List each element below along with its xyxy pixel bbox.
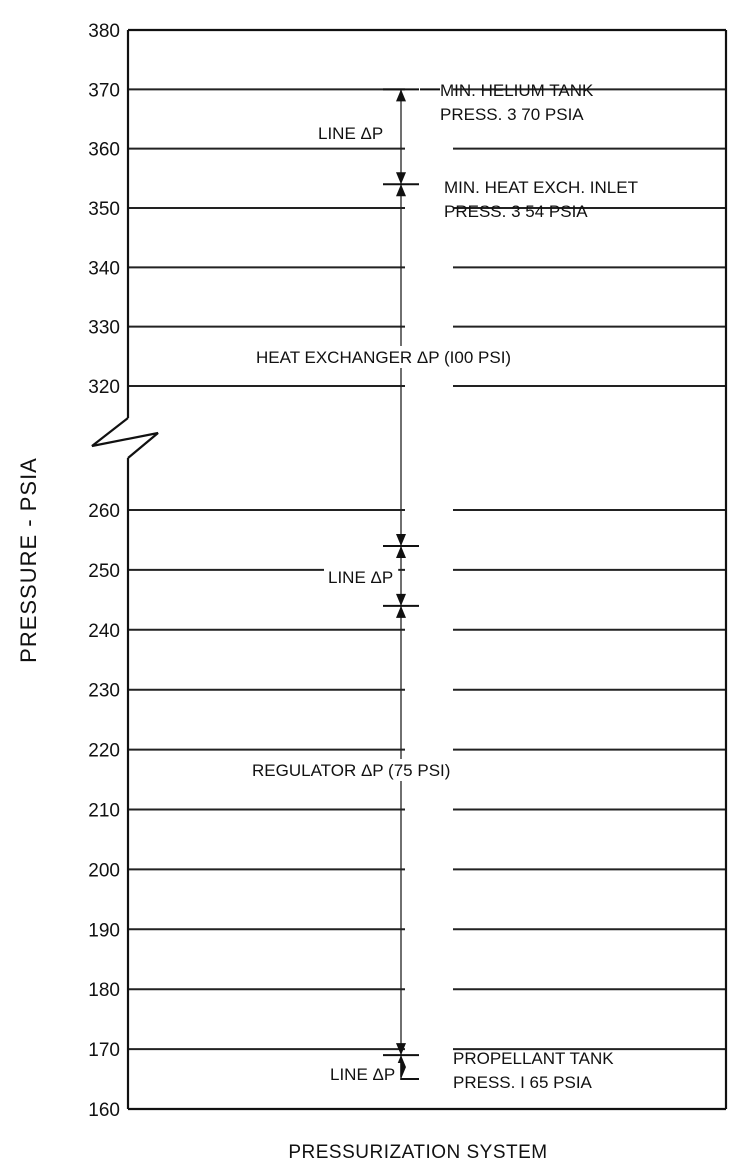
arrowhead-up xyxy=(396,89,406,102)
arrowhead-down xyxy=(396,172,406,185)
marks-layer xyxy=(248,88,539,1085)
y-tick-label: 320 xyxy=(88,377,120,398)
axis-break-zigzag xyxy=(91,417,159,459)
y-tick-label: 160 xyxy=(88,1100,120,1121)
drop-label-bg xyxy=(252,346,539,368)
drop-label-bg xyxy=(326,1063,401,1085)
y-tick-label: 340 xyxy=(88,258,120,279)
arrowhead-down xyxy=(396,533,406,546)
grid-layer xyxy=(128,88,726,1051)
drop-label: LINE ΔP xyxy=(328,568,393,587)
drop-label: LINE ΔP xyxy=(318,124,383,143)
y-tick-label: 180 xyxy=(88,980,120,1001)
drop-label: HEAT EXCHANGER ΔP (I00 PSI) xyxy=(256,348,511,367)
y-tick-label: 170 xyxy=(88,1040,120,1061)
drop-label-bg xyxy=(324,566,399,588)
y-tick-label: 250 xyxy=(88,561,120,582)
arrowhead-down xyxy=(396,1043,406,1056)
y-tick-label: 380 xyxy=(88,21,120,42)
point-label: PRESS. 3 70 PSIA xyxy=(440,105,584,124)
y-tick-label: 330 xyxy=(88,318,120,339)
point-label: MIN. HELIUM TANK xyxy=(440,81,594,100)
text-layer: 320 330 340 350 360 370 380 160 170 180 190 200 210 2… xyxy=(88,21,638,1121)
point-label: MIN. HEAT EXCH. INLET xyxy=(444,178,638,197)
y-tick-label: 370 xyxy=(88,80,120,101)
y-tick-label: 260 xyxy=(88,501,120,522)
drop-label: LINE ΔP xyxy=(330,1065,395,1084)
x-axis-title: PRESSURIZATION SYSTEM xyxy=(288,1142,547,1163)
point-label: PRESS. 3 54 PSIA xyxy=(444,202,588,221)
frame-layer xyxy=(91,28,728,1111)
point-label: PRESS. I 65 PSIA xyxy=(453,1073,593,1092)
y-axis-title: PRESSURE - PSIA xyxy=(16,457,41,663)
drop-label-bg xyxy=(248,759,471,781)
y-tick-label: 200 xyxy=(88,860,120,881)
arrowhead-up xyxy=(396,605,406,618)
arrowhead-up xyxy=(396,184,406,197)
y-tick-label: 360 xyxy=(88,140,120,161)
drop-label-bg xyxy=(314,122,389,144)
y-tick-label: 210 xyxy=(88,801,120,822)
y-tick-label: 190 xyxy=(88,920,120,941)
y-tick-label: 350 xyxy=(88,199,120,220)
y-tick-label: 220 xyxy=(88,741,120,762)
arrowhead-up xyxy=(396,545,406,558)
y-tick-label: 240 xyxy=(88,621,120,642)
arrowhead-down xyxy=(396,593,406,606)
y-tick-label: 230 xyxy=(88,681,120,702)
drop-label: REGULATOR ΔP (75 PSI) xyxy=(252,761,450,780)
point-label: PROPELLANT TANK xyxy=(453,1049,614,1068)
